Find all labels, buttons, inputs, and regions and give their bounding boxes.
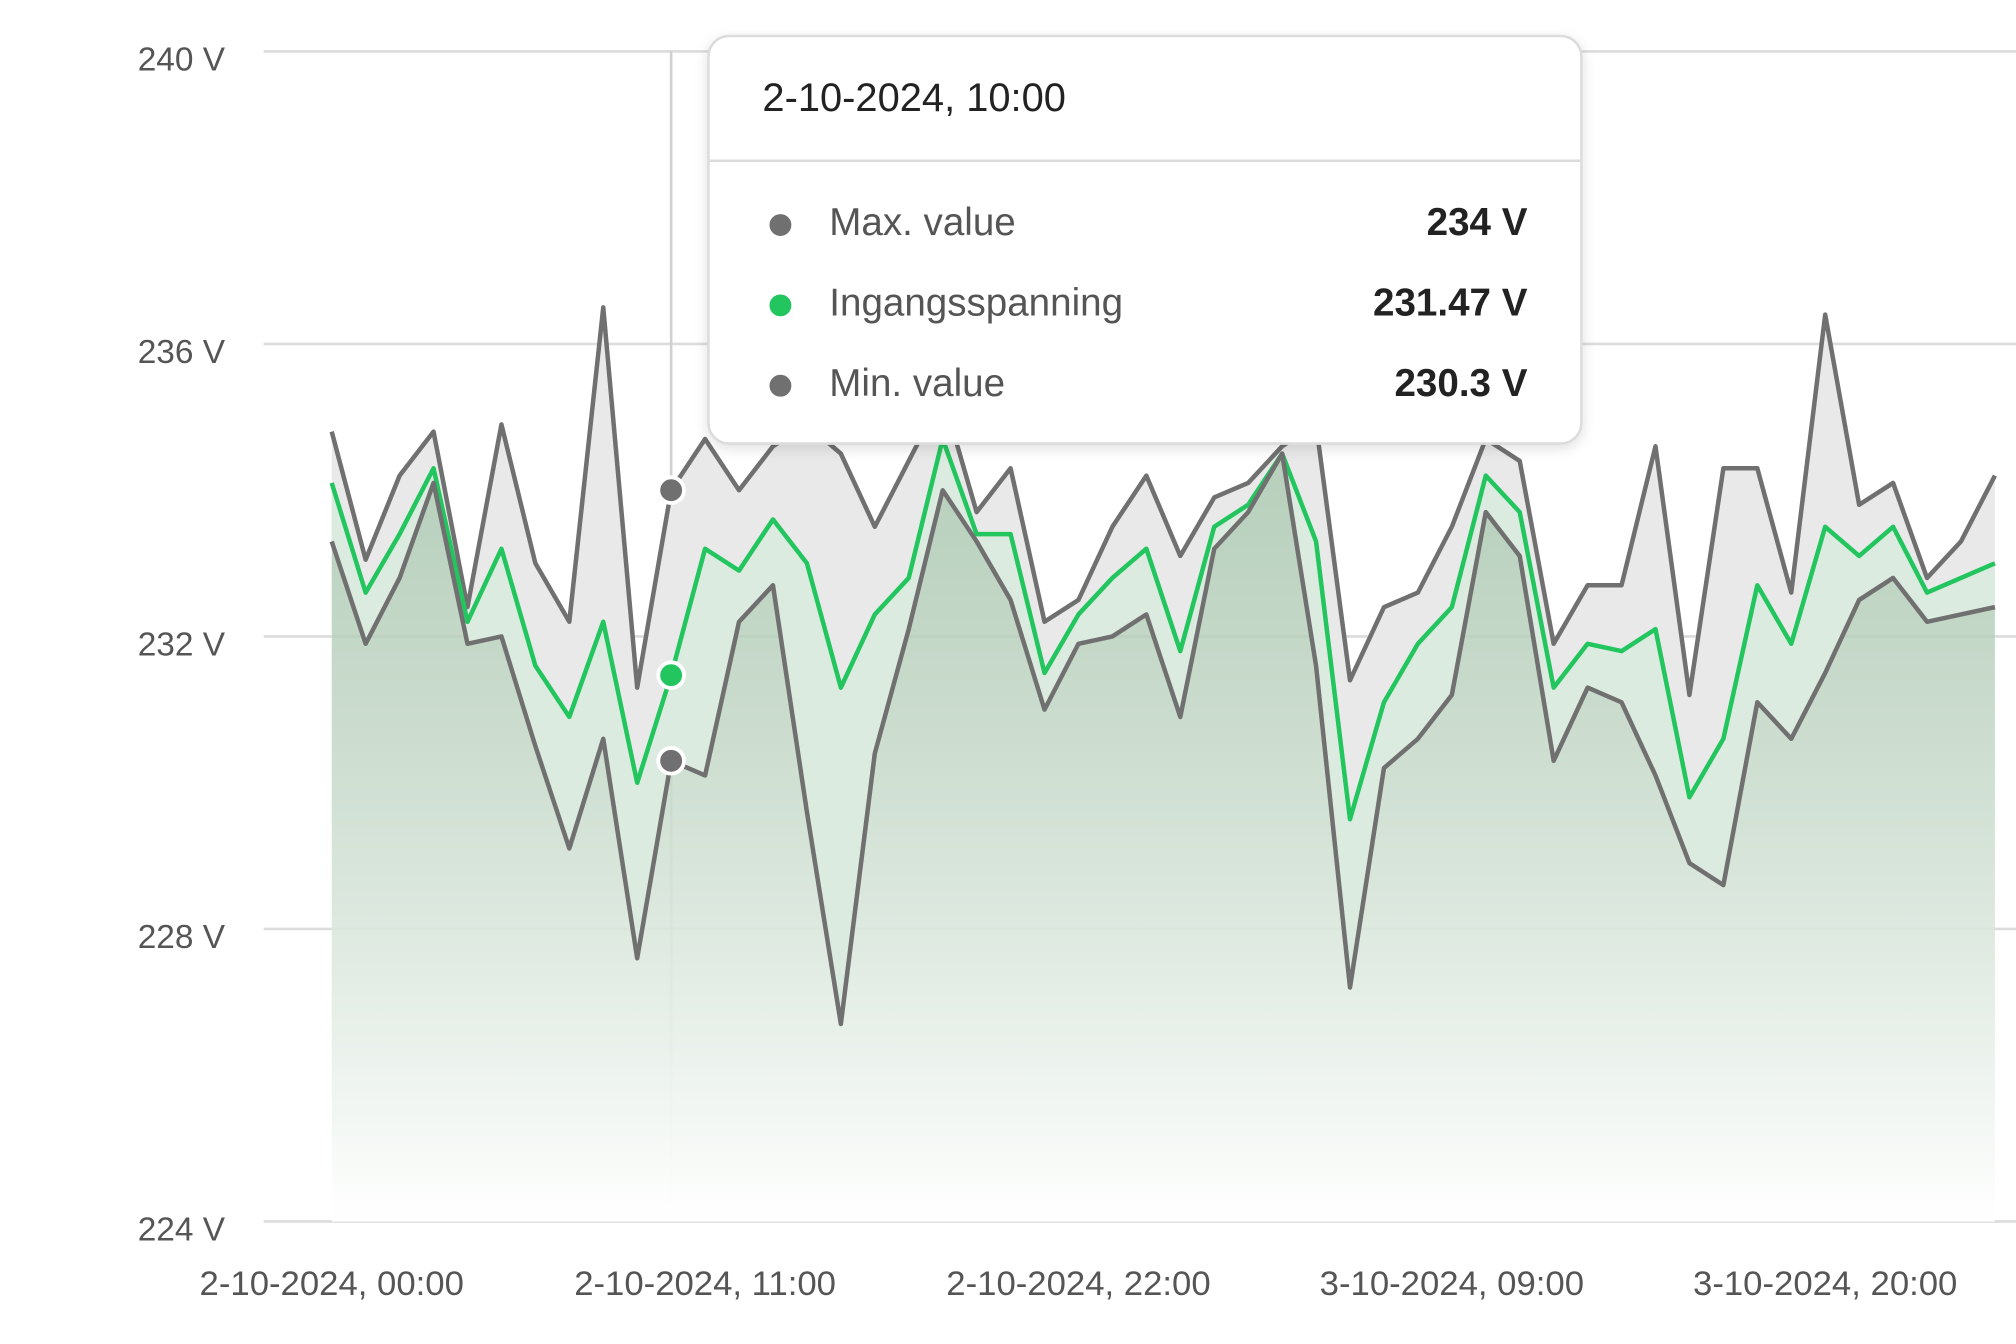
- hover-point: [656, 475, 686, 505]
- hover-point: [656, 745, 686, 776]
- series-line: [329, 305, 1997, 698]
- y-tick-label: 228 V: [138, 919, 226, 956]
- x-tick-label: 3-10-2024, 09:00: [1320, 1265, 1584, 1303]
- x-tick-label: 2-10-2024, 00:00: [200, 1265, 464, 1303]
- y-tick-label: 240 V: [138, 42, 226, 79]
- tooltip-value: 231.47 V: [1373, 282, 1528, 325]
- value-band: [331, 438, 1995, 1024]
- y-tick-label: 224 V: [138, 1212, 226, 1249]
- tooltip-dot: [765, 370, 796, 401]
- tooltip-name: Max. value: [829, 201, 1015, 244]
- series-line: [329, 451, 1996, 1027]
- y-tick-label: 232 V: [138, 627, 226, 664]
- series-line: [329, 436, 1996, 822]
- range-band: [331, 307, 1995, 1024]
- x-tick-label: 2-10-2024, 22:00: [946, 1265, 1210, 1303]
- area-below-min: [331, 453, 1995, 1222]
- x-tick-label: 2-10-2024, 11:00: [574, 1265, 836, 1303]
- tooltip-value: 234 V: [1427, 201, 1528, 244]
- y-tick-label: 236 V: [138, 334, 226, 371]
- tooltip-value: 230.3 V: [1394, 362, 1527, 405]
- x-tick-label: 3-10-2024, 20:00: [1693, 1265, 1957, 1303]
- tooltip-name: Min. value: [829, 362, 1005, 405]
- hover-point: [656, 660, 686, 690]
- tooltip-dot: [765, 210, 796, 240]
- tooltip-dot: [765, 290, 796, 321]
- tooltip-name: Ingangsspanning: [829, 282, 1123, 325]
- tooltip-title: 2-10-2024, 10:00: [762, 76, 1066, 120]
- tooltip-box: [707, 34, 1583, 445]
